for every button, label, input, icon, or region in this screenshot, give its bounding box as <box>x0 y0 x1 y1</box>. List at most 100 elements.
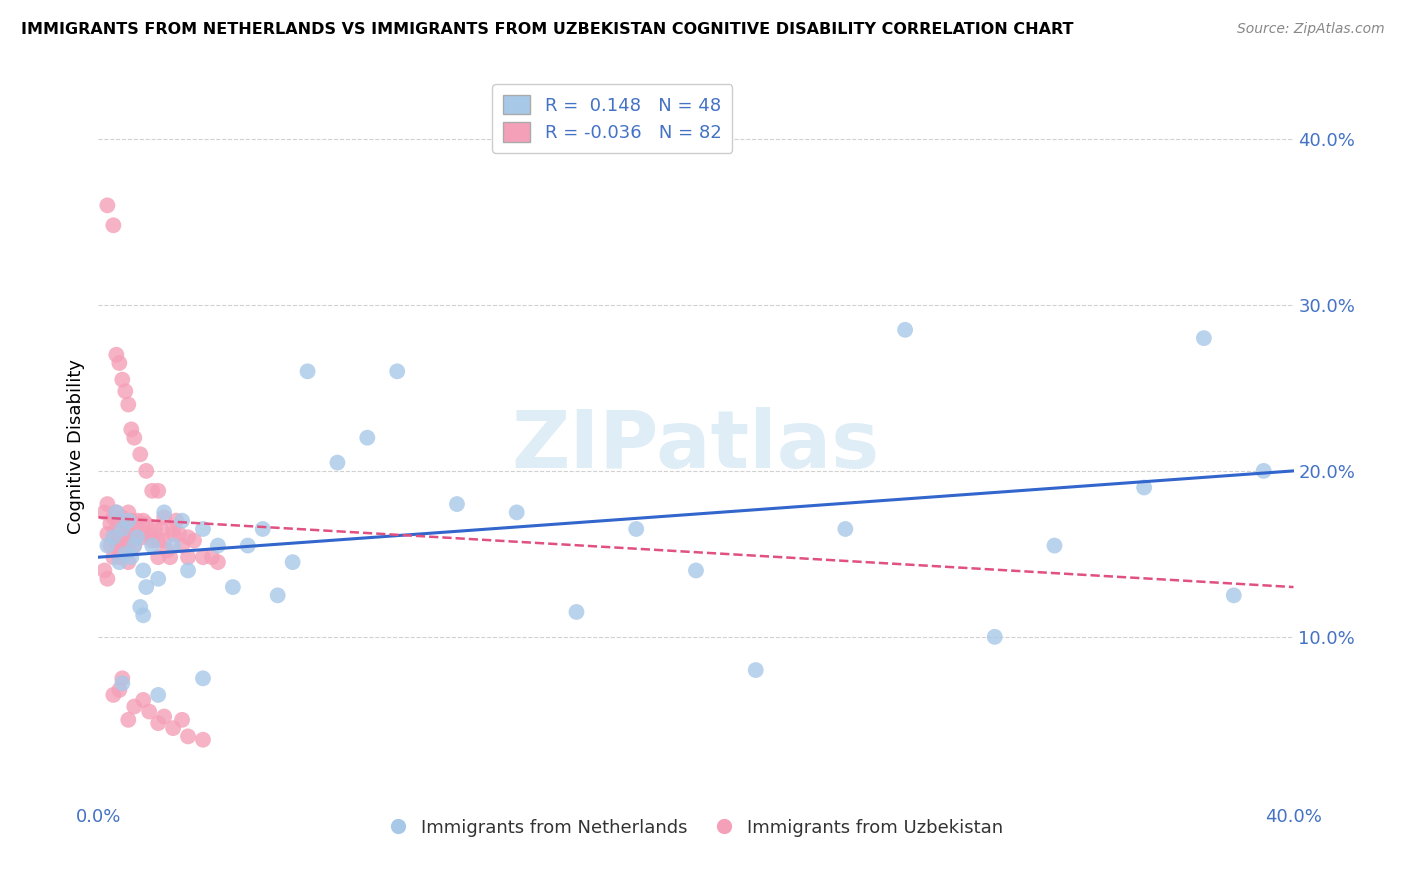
Point <box>105 539 128 553</box>
Point <box>117 522 139 536</box>
Point <box>162 527 184 541</box>
Point <box>120 514 142 528</box>
Point <box>111 543 134 558</box>
Point <box>252 522 274 536</box>
Point <box>132 693 155 707</box>
Point <box>148 550 170 565</box>
Point <box>103 530 125 544</box>
Point <box>183 533 205 548</box>
Point <box>172 539 194 553</box>
Point <box>162 539 184 553</box>
Point <box>108 356 131 370</box>
Point <box>172 514 194 528</box>
Point <box>132 564 155 578</box>
Point <box>162 522 184 536</box>
Point <box>148 483 170 498</box>
Point <box>127 514 149 528</box>
Point <box>191 522 214 536</box>
Point <box>267 588 290 602</box>
Point <box>1133 481 1156 495</box>
Point <box>114 533 136 548</box>
Point <box>96 527 118 541</box>
Point <box>117 539 139 553</box>
Point <box>117 514 139 528</box>
Point <box>96 198 118 212</box>
Point <box>117 555 139 569</box>
Point <box>124 539 146 553</box>
Point <box>105 505 128 519</box>
Point <box>108 555 131 569</box>
Point <box>177 550 200 565</box>
Point <box>1043 539 1066 553</box>
Point <box>96 572 118 586</box>
Point <box>385 364 409 378</box>
Point <box>132 530 155 544</box>
Point <box>281 555 304 569</box>
Point <box>129 525 152 540</box>
Point <box>129 599 152 614</box>
Point <box>984 630 1007 644</box>
Point <box>103 530 125 544</box>
Point <box>96 497 118 511</box>
Point <box>153 510 176 524</box>
Point <box>326 456 349 470</box>
Point <box>141 539 163 553</box>
Point <box>177 530 200 544</box>
Point <box>143 522 166 536</box>
Point <box>565 605 588 619</box>
Point <box>167 527 190 541</box>
Point <box>894 323 917 337</box>
Point <box>93 564 115 578</box>
Point <box>120 550 142 565</box>
Point <box>153 533 176 548</box>
Point <box>124 522 146 536</box>
Point <box>506 505 529 519</box>
Point <box>159 550 181 565</box>
Point <box>98 516 122 531</box>
Point <box>127 530 149 544</box>
Point <box>207 555 229 569</box>
Point <box>103 219 125 233</box>
Point <box>93 505 115 519</box>
Point <box>685 564 707 578</box>
Point <box>103 550 125 565</box>
Text: IMMIGRANTS FROM NETHERLANDS VS IMMIGRANTS FROM UZBEKISTAN COGNITIVE DISABILITY C: IMMIGRANTS FROM NETHERLANDS VS IMMIGRANT… <box>21 22 1074 37</box>
Point <box>153 505 176 519</box>
Point <box>114 547 136 561</box>
Point <box>132 608 155 623</box>
Point <box>141 483 163 498</box>
Point <box>120 530 142 544</box>
Point <box>834 522 856 536</box>
Point <box>111 510 134 524</box>
Point <box>117 505 139 519</box>
Point <box>138 527 160 541</box>
Point <box>1223 588 1246 602</box>
Text: Source: ZipAtlas.com: Source: ZipAtlas.com <box>1237 22 1385 37</box>
Point <box>135 516 157 531</box>
Point <box>105 348 128 362</box>
Point <box>172 713 194 727</box>
Point <box>108 550 131 565</box>
Point <box>117 397 139 411</box>
Point <box>98 539 122 553</box>
Point <box>1253 464 1275 478</box>
Point <box>124 431 146 445</box>
Point <box>132 514 155 528</box>
Point <box>626 522 648 536</box>
Point <box>105 522 128 536</box>
Point <box>127 530 149 544</box>
Point <box>111 530 134 544</box>
Point <box>108 514 131 528</box>
Point <box>148 688 170 702</box>
Point <box>148 716 170 731</box>
Point <box>108 533 131 548</box>
Point <box>111 373 134 387</box>
Text: ZIPatlas: ZIPatlas <box>512 407 880 485</box>
Point <box>165 514 187 528</box>
Legend: Immigrants from Netherlands, Immigrants from Uzbekistan: Immigrants from Netherlands, Immigrants … <box>381 812 1011 844</box>
Point <box>135 464 157 478</box>
Point <box>103 688 125 702</box>
Point <box>191 732 214 747</box>
Point <box>114 384 136 399</box>
Point <box>148 533 170 548</box>
